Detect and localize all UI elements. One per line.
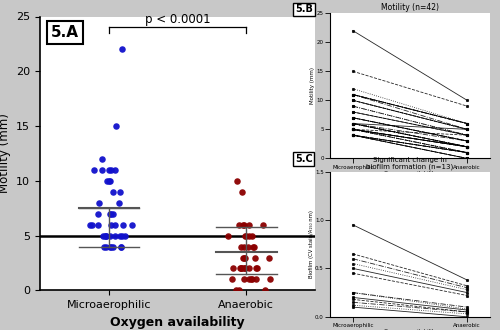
Point <box>102 244 110 249</box>
Point <box>98 156 106 162</box>
Point <box>106 233 114 238</box>
Point <box>238 189 246 194</box>
Y-axis label: Motility (mm): Motility (mm) <box>0 114 10 193</box>
Point <box>102 233 110 238</box>
Point <box>86 222 94 227</box>
Point <box>259 222 267 227</box>
Point <box>246 277 254 282</box>
Title: Motility (n=42): Motility (n=42) <box>381 3 439 13</box>
Point <box>251 255 259 260</box>
Point <box>239 222 247 227</box>
Point <box>119 222 127 227</box>
Point <box>228 277 235 282</box>
Point <box>241 266 249 271</box>
Point <box>128 222 136 227</box>
Point <box>108 167 116 173</box>
Point <box>106 244 114 249</box>
Point <box>266 255 274 260</box>
Point <box>100 233 108 238</box>
Point <box>232 288 240 293</box>
Point <box>248 277 256 282</box>
Point <box>102 233 110 238</box>
Point <box>239 266 247 271</box>
X-axis label: Oxygen availability: Oxygen availability <box>384 171 436 176</box>
Point <box>90 167 98 173</box>
Point <box>105 178 113 183</box>
Point <box>102 233 110 238</box>
Point <box>110 233 118 238</box>
Point <box>106 178 114 183</box>
Text: 5.B: 5.B <box>295 5 312 15</box>
Point <box>238 266 246 271</box>
Point <box>117 244 125 249</box>
Point <box>114 200 122 205</box>
X-axis label: Oxygen availability: Oxygen availability <box>110 316 245 329</box>
Text: 5.A: 5.A <box>51 25 79 40</box>
Point <box>118 233 126 238</box>
Point <box>224 233 232 238</box>
Point <box>244 244 252 249</box>
Point <box>94 211 102 216</box>
Point <box>240 277 248 282</box>
Point <box>118 244 126 249</box>
Point <box>94 222 102 227</box>
Point <box>245 233 253 238</box>
Point <box>266 277 274 282</box>
Point <box>98 167 106 173</box>
Point <box>116 189 124 194</box>
Point <box>88 222 96 227</box>
Point <box>108 222 116 227</box>
Point <box>248 233 256 238</box>
Point <box>242 266 250 271</box>
Point <box>246 266 254 271</box>
Point <box>241 255 249 260</box>
Point <box>104 167 112 173</box>
Point <box>109 211 117 216</box>
Point <box>250 244 258 249</box>
Point <box>249 244 257 249</box>
Point <box>237 244 245 249</box>
Point <box>246 222 254 227</box>
Point <box>236 266 244 271</box>
Text: p < 0.0001: p < 0.0001 <box>144 13 210 26</box>
Text: 5.C: 5.C <box>295 154 312 164</box>
Point <box>112 123 120 129</box>
Y-axis label: Biofilm (CV stain/A₁₅₀ nm): Biofilm (CV stain/A₁₅₀ nm) <box>308 210 314 278</box>
Point <box>100 244 108 249</box>
Point <box>103 178 111 183</box>
Point <box>240 255 248 260</box>
Point <box>246 277 254 282</box>
Point <box>233 178 241 183</box>
Point <box>107 211 115 216</box>
Point <box>234 222 242 227</box>
Point <box>262 288 270 293</box>
Point <box>111 222 119 227</box>
Point <box>110 167 118 173</box>
Point <box>121 233 129 238</box>
Point <box>242 233 250 238</box>
Point <box>106 244 114 249</box>
X-axis label: Oxygen availability: Oxygen availability <box>384 329 436 330</box>
Point <box>108 244 116 249</box>
Point <box>252 277 260 282</box>
Y-axis label: Motility (mm): Motility (mm) <box>310 67 316 104</box>
Point <box>118 47 126 52</box>
Point <box>237 266 245 271</box>
Point <box>96 200 104 205</box>
Point <box>252 266 260 271</box>
Point <box>239 255 247 260</box>
Point <box>116 233 124 238</box>
Point <box>109 189 117 194</box>
Point <box>253 266 261 271</box>
Point <box>106 211 114 216</box>
Point <box>234 288 242 293</box>
Point <box>240 222 248 227</box>
Point <box>240 244 248 249</box>
Point <box>228 266 236 271</box>
Title: Significant change in
biofilm formation (n=13): Significant change in biofilm formation … <box>366 157 454 170</box>
Point <box>241 233 249 238</box>
